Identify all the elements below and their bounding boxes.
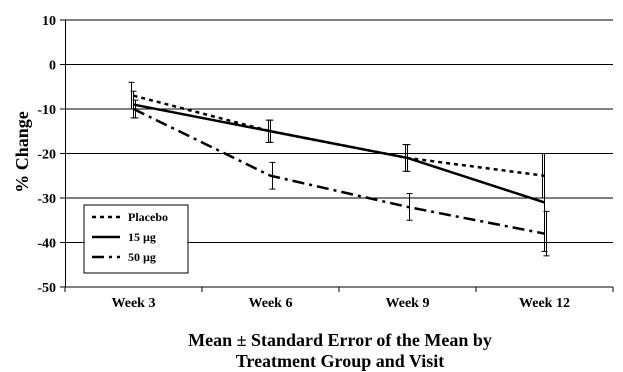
x-axis-label-line-1: Mean ± Standard Error of the Mean by [188, 330, 492, 350]
error-bar-2-3 [543, 210, 550, 257]
y-tick-label-3: -20 [37, 148, 56, 163]
y-tick-label-5: -40 [37, 237, 56, 252]
x-tick-label-1: Week 6 [249, 296, 293, 311]
x-tick-label-0: Week 3 [112, 296, 156, 311]
series-line-2 [132, 107, 545, 235]
x-tick-labels: Week 3 Week 6 Week 9 Week 12 [64, 287, 614, 311]
y-tick-label-1: 0 [49, 59, 56, 74]
legend: Placebo 15 µg 50 µg [83, 204, 189, 274]
x-tick-label-3: Week 12 [519, 296, 570, 311]
legend-label-1: 15 µg [128, 230, 156, 244]
series-lines [132, 94, 545, 235]
x-axis-label-line-2: Treatment Group and Visit [236, 351, 445, 371]
legend-label-0: Placebo [128, 210, 168, 224]
y-tick-label-4: -30 [37, 192, 56, 207]
y-axis-label: % Change [12, 111, 32, 193]
legend-label-2: 50 µg [128, 250, 156, 264]
error-bars [128, 81, 550, 257]
legend-items: Placebo 15 µg 50 µg [92, 210, 168, 264]
y-tick-label-6: -50 [37, 281, 56, 296]
y-tick-label-0: 10 [42, 14, 56, 29]
y-tick-labels: 10 0 -10 -20 -30 -40 -50 [37, 14, 56, 296]
x-tick-label-2: Week 9 [386, 296, 430, 311]
y-tick-label-2: -10 [37, 103, 56, 118]
series-line-0 [133, 94, 545, 177]
plot-frame-left [65, 20, 66, 287]
series-line-1 [133, 103, 545, 204]
